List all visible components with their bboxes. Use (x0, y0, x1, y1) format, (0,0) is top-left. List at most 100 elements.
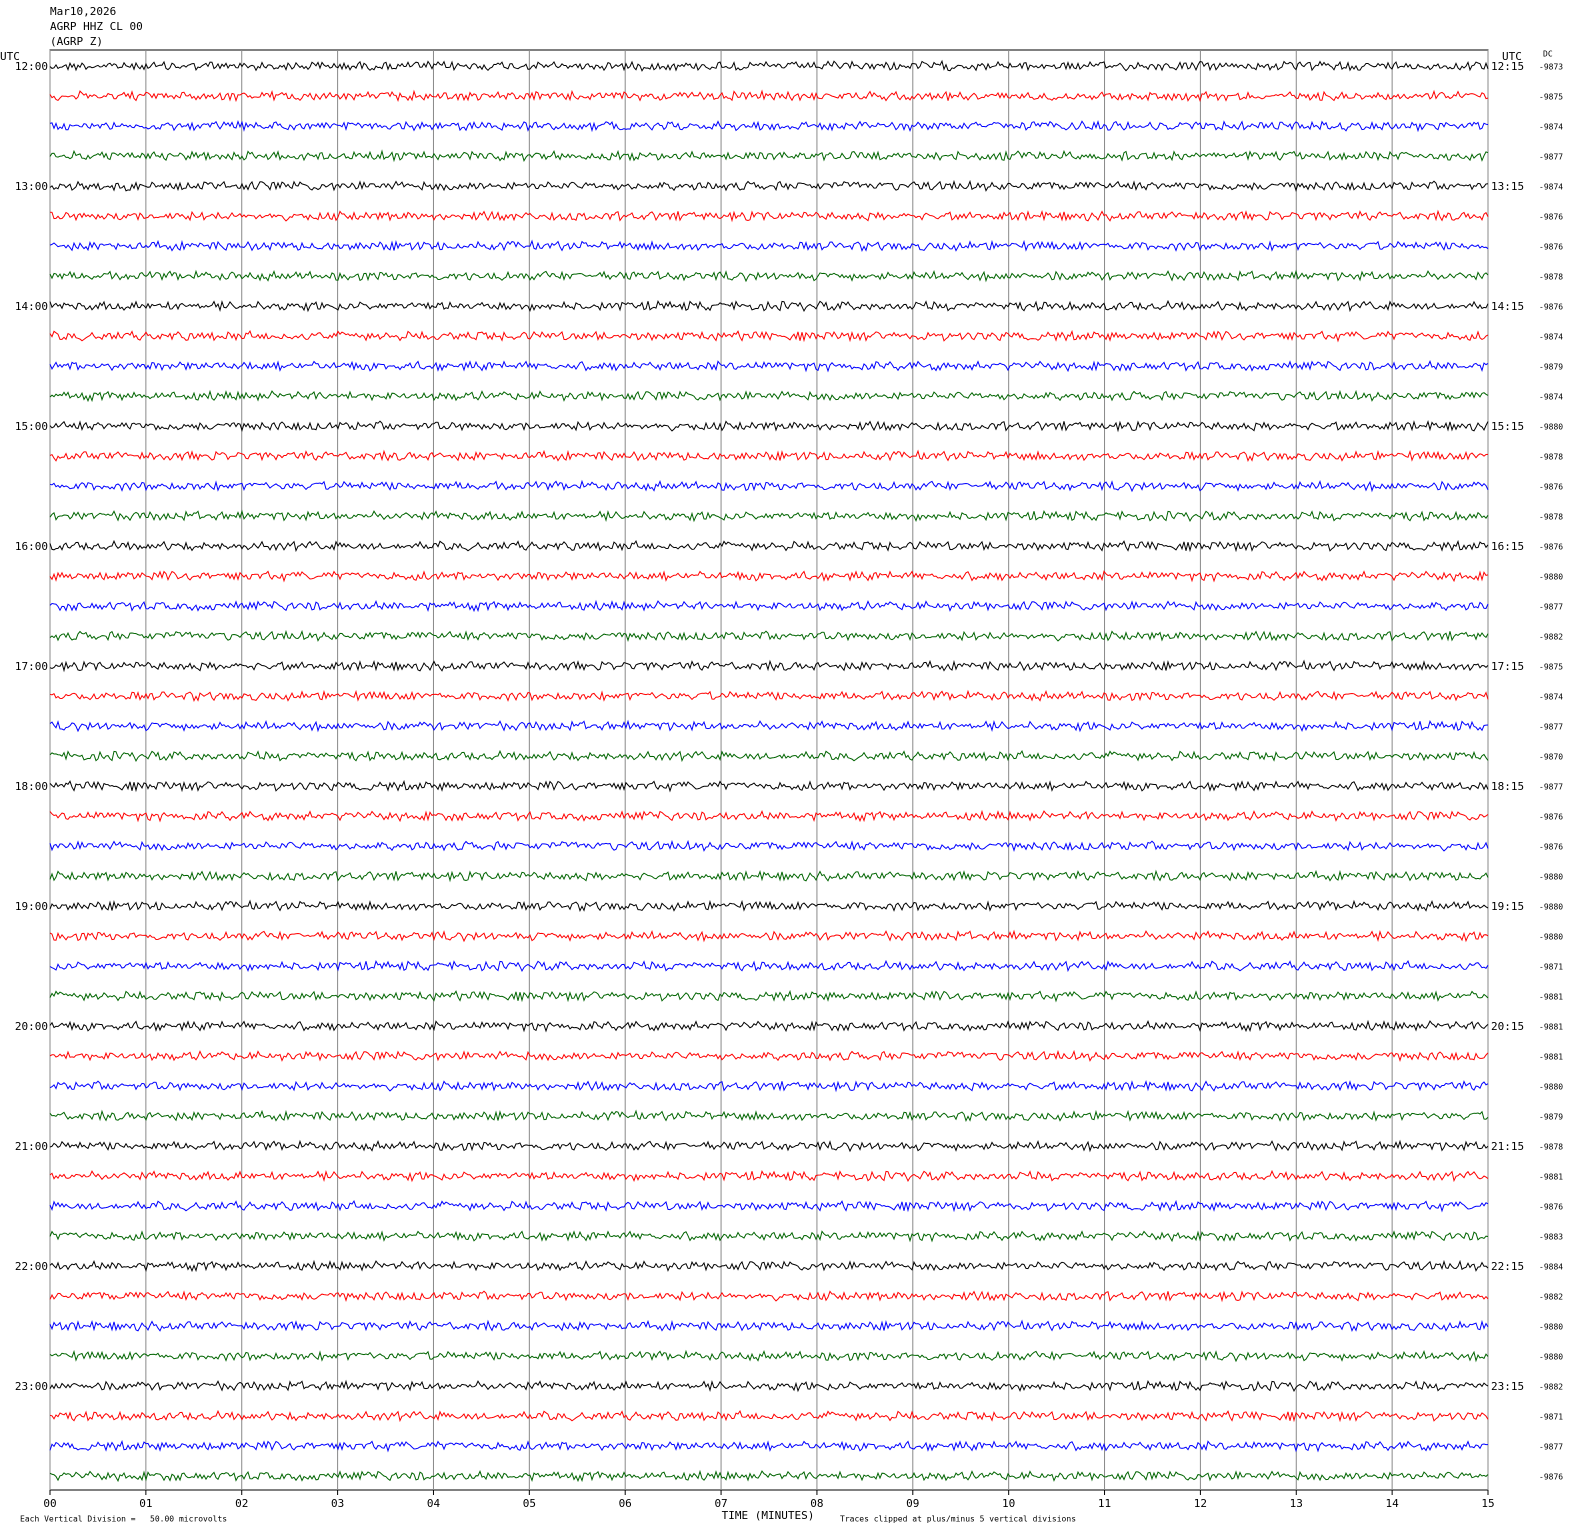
x-tick-label: 09 (906, 1497, 919, 1510)
trace (49, 449, 1489, 462)
x-tick-label: 01 (139, 1497, 152, 1510)
dc-value: -9883 (1539, 1233, 1563, 1242)
right-time-label: 23:15 (1491, 1380, 1524, 1393)
left-time-label: 15:00 (15, 420, 48, 433)
dc-value: -9875 (1539, 93, 1563, 102)
dc-value: -9876 (1539, 843, 1563, 852)
trace (49, 1019, 1489, 1033)
dc-value: -9876 (1539, 483, 1563, 492)
x-tick-label: 10 (1002, 1497, 1015, 1510)
trace (49, 719, 1489, 733)
left-time-label: 16:00 (15, 540, 48, 553)
dc-value: -9874 (1539, 693, 1563, 702)
right-time-label: 22:15 (1491, 1260, 1524, 1273)
dc-value: -9871 (1539, 963, 1563, 972)
x-tick-label: 02 (235, 1497, 248, 1510)
dc-value: -9875 (1539, 663, 1563, 672)
trace (49, 509, 1489, 523)
date: Mar10,2026 (50, 5, 116, 18)
x-tick-label: 05 (523, 1497, 536, 1510)
dc-value: -9880 (1539, 423, 1563, 432)
trace (49, 570, 1489, 583)
trace (49, 1259, 1489, 1273)
trace (49, 1349, 1489, 1363)
x-tick-label: 03 (331, 1497, 344, 1510)
dc-value: -9880 (1539, 873, 1563, 882)
x-tick-label: 11 (1098, 1497, 1111, 1510)
right-axis-title: UTC (1502, 50, 1522, 63)
dc-value: -9878 (1539, 1143, 1563, 1152)
right-time-label: 18:15 (1491, 780, 1524, 793)
dc-value: -9874 (1539, 333, 1563, 342)
trace (49, 239, 1489, 252)
trace (49, 1409, 1489, 1423)
trace (49, 1169, 1489, 1183)
trace (49, 1049, 1489, 1062)
dc-value: -9876 (1539, 243, 1563, 252)
dc-value: -9881 (1539, 1173, 1563, 1182)
dc-value: -9878 (1539, 513, 1563, 522)
right-time-label: 17:15 (1491, 660, 1524, 673)
trace (49, 269, 1489, 283)
trace (49, 989, 1489, 1003)
dc-value: -9882 (1539, 1293, 1563, 1302)
trace (49, 360, 1489, 373)
x-tick-label: 06 (619, 1497, 632, 1510)
trace (49, 59, 1489, 72)
trace (49, 899, 1489, 912)
dc-value: -9876 (1539, 813, 1563, 822)
trace (49, 1290, 1489, 1303)
left-time-label: 17:00 (15, 660, 48, 673)
dc-value: -9877 (1539, 723, 1563, 732)
x-tick-label: 00 (43, 1497, 56, 1510)
left-time-label: 20:00 (15, 1020, 48, 1033)
dc-value: -9877 (1539, 153, 1563, 162)
dc-value: -9879 (1539, 1113, 1563, 1122)
trace (49, 1109, 1489, 1122)
dc-value: -9876 (1539, 213, 1563, 222)
x-tick-label: 13 (1290, 1497, 1303, 1510)
trace (49, 149, 1489, 163)
trace (49, 869, 1489, 883)
trace (49, 629, 1489, 642)
dc-value: -9878 (1539, 453, 1563, 462)
x-tick-label: 12 (1194, 1497, 1207, 1510)
trace (49, 1469, 1489, 1483)
trace (49, 539, 1489, 553)
dc-value: -9882 (1539, 1383, 1563, 1392)
trace (49, 1230, 1489, 1243)
plot-frame (49, 49, 1489, 1491)
trace (49, 209, 1489, 223)
trace (49, 119, 1489, 133)
left-time-label: 14:00 (15, 300, 48, 313)
dc-value: -9880 (1539, 933, 1563, 942)
trace (49, 299, 1489, 313)
trace (49, 1379, 1489, 1393)
dc-value: -9879 (1539, 363, 1563, 372)
clip-note: Traces clipped at plus/minus 5 vertical … (840, 1515, 1076, 1524)
dc-value: -9877 (1539, 783, 1563, 792)
left-time-label: 18:00 (15, 780, 48, 793)
dc-value: -9876 (1539, 1473, 1563, 1482)
dc-value: -9876 (1539, 303, 1563, 312)
trace (49, 959, 1489, 973)
trace (49, 839, 1489, 852)
x-tick-label: 04 (427, 1497, 441, 1510)
channel: AGRP HHZ CL 00 (50, 20, 143, 33)
trace (49, 1319, 1489, 1332)
trace (49, 809, 1489, 823)
dc-value: -9884 (1539, 1263, 1563, 1272)
left-time-label: 19:00 (15, 900, 48, 913)
trace (49, 1199, 1489, 1213)
dc-value: -9881 (1539, 1023, 1563, 1032)
right-time-label: 16:15 (1491, 540, 1524, 553)
x-tick-label: 08 (810, 1497, 823, 1510)
x-tick-label: 14 (1386, 1497, 1400, 1510)
left-time-label: 22:00 (15, 1260, 48, 1273)
trace (49, 479, 1489, 493)
dc-value: -9880 (1539, 1323, 1563, 1332)
left-time-label: 13:00 (15, 180, 48, 193)
dc-value: -9880 (1539, 573, 1563, 582)
trace (49, 659, 1489, 673)
trace (49, 689, 1489, 702)
